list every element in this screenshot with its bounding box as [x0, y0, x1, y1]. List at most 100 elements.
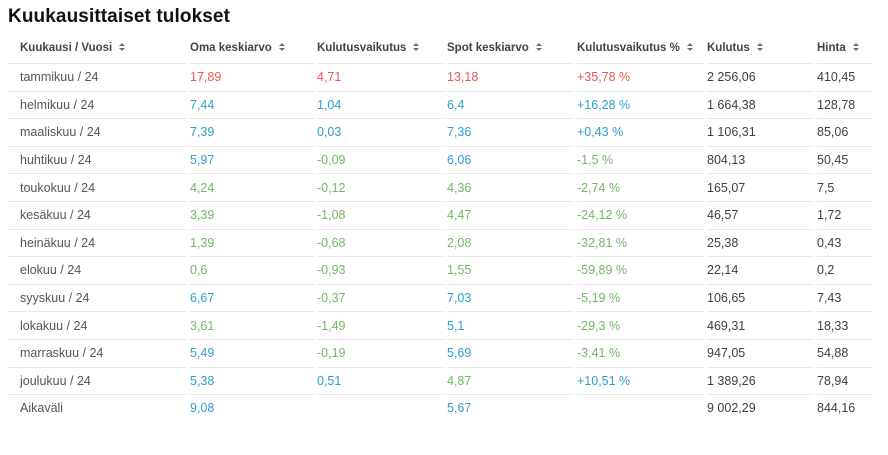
value-cell: 4,24	[190, 173, 314, 201]
month-cell: toukokuu / 24	[8, 173, 187, 201]
column-header-label: Spot keskiarvo	[447, 42, 529, 54]
value-cell: -0,19	[317, 338, 444, 367]
value-cell: 128,78	[817, 90, 872, 119]
value-cell: 5,67	[447, 394, 574, 422]
sort-icon	[535, 42, 542, 51]
table-row: syyskuu / 24 6,67 -0,37 7,03 -5,19 % 106,65 7,…	[8, 283, 872, 312]
month-cell: Aikaväli	[8, 394, 187, 422]
value-cell: -5,19 %	[577, 283, 704, 312]
value-cell: -0,12	[317, 173, 444, 201]
value-cell: 9 002,29	[707, 394, 814, 422]
column-header-2[interactable]: Oma keskiarvo	[190, 29, 314, 63]
value-cell: 3,61	[190, 311, 314, 339]
value-cell: 5,38	[190, 366, 314, 395]
value-cell: 17,89	[190, 63, 314, 91]
value-cell: 7,36	[447, 118, 574, 146]
page-title: Kuukausittaiset tulokset	[8, 6, 231, 27]
value-cell: 2,08	[447, 228, 574, 257]
column-header-label: Kuukausi / Vuosi	[20, 42, 113, 54]
column-header-7[interactable]: Hinta	[817, 29, 872, 63]
value-cell: 25,38	[707, 228, 814, 257]
value-cell: -0,37	[317, 283, 444, 312]
value-cell: 6,06	[447, 145, 574, 174]
value-cell: 165,07	[707, 173, 814, 201]
month-cell: marraskuu / 24	[8, 338, 187, 367]
value-cell: -0,93	[317, 256, 444, 284]
sort-icon	[278, 42, 285, 51]
value-cell: 4,47	[447, 200, 574, 229]
value-cell	[317, 394, 444, 422]
value-cell: 1,55	[447, 256, 574, 284]
value-cell: -29,3 %	[577, 311, 704, 339]
month-cell: helmikuu / 24	[8, 90, 187, 119]
sort-icon	[852, 42, 859, 51]
value-cell: 2 256,06	[707, 63, 814, 91]
value-cell: 5,69	[447, 338, 574, 367]
table-row: helmikuu / 24 7,44 1,04 6,4 +16,28 % 1 664,38…	[8, 90, 872, 119]
month-cell: syyskuu / 24	[8, 283, 187, 312]
value-cell: 0,51	[317, 366, 444, 395]
value-cell: 13,18	[447, 63, 574, 91]
column-header-label: Kulutus	[707, 42, 750, 54]
value-cell: 5,1	[447, 311, 574, 339]
value-cell: +35,78 %	[577, 63, 704, 91]
table-body: tammikuu / 24 17,89 4,71 13,18 +35,78 % 2 256…	[8, 63, 872, 422]
value-cell: 0,03	[317, 118, 444, 146]
sort-icon	[756, 42, 763, 51]
column-header-5[interactable]: Kulutusvaikutus %	[577, 29, 704, 63]
value-cell: 1,72	[817, 200, 872, 229]
value-cell: +10,51 %	[577, 366, 704, 395]
value-cell: -1,49	[317, 311, 444, 339]
table-row: lokakuu / 24 3,61 -1,49 5,1 -29,3 % 469,31 18,…	[8, 311, 872, 339]
value-cell: 7,03	[447, 283, 574, 312]
value-cell: 947,05	[707, 338, 814, 367]
sort-icon	[119, 42, 126, 51]
value-cell: 50,45	[817, 145, 872, 174]
value-cell: 7,5	[817, 173, 872, 201]
table-row: Aikaväli 9,08 5,67 9 002,29 844,16	[8, 394, 872, 422]
value-cell: 18,33	[817, 311, 872, 339]
value-cell: 6,4	[447, 90, 574, 119]
column-header-label: Oma keskiarvo	[190, 42, 272, 54]
value-cell: 1,04	[317, 90, 444, 119]
value-cell: 5,97	[190, 145, 314, 174]
value-cell: -1,5 %	[577, 145, 704, 174]
sort-icon	[686, 42, 693, 51]
table-row: toukokuu / 24 4,24 -0,12 4,36 -2,74 % 165,07 7…	[8, 173, 872, 201]
value-cell: 6,67	[190, 283, 314, 312]
value-cell: +0,43 %	[577, 118, 704, 146]
month-cell: joulukuu / 24	[8, 366, 187, 395]
column-header-label: Hinta	[817, 42, 846, 54]
sort-icon	[413, 42, 420, 51]
value-cell: 804,13	[707, 145, 814, 174]
table-row: heinäkuu / 24 1,39 -0,68 2,08 -32,81 % 25,38 0…	[8, 228, 872, 257]
column-header-3[interactable]: Kulutusvaikutus	[317, 29, 444, 63]
table-row: joulukuu / 24 5,38 0,51 4,87 +10,51 % 1 389,2…	[8, 366, 872, 395]
value-cell: -1,08	[317, 200, 444, 229]
month-cell: heinäkuu / 24	[8, 228, 187, 257]
value-cell: 1 106,31	[707, 118, 814, 146]
value-cell: 78,94	[817, 366, 872, 395]
value-cell	[577, 394, 704, 422]
column-header-1[interactable]: Kuukausi / Vuosi	[8, 29, 187, 63]
value-cell: 469,31	[707, 311, 814, 339]
value-cell: 4,87	[447, 366, 574, 395]
month-cell: tammikuu / 24	[8, 63, 187, 91]
column-header-6[interactable]: Kulutus	[707, 29, 814, 63]
value-cell: 9,08	[190, 394, 314, 422]
value-cell: -3,41 %	[577, 338, 704, 367]
month-cell: elokuu / 24	[8, 256, 187, 284]
value-cell: 410,45	[817, 63, 872, 91]
table-header-row: Kuukausi / Vuosi Oma keskiarvo Kulutusvaik…	[8, 29, 872, 63]
value-cell: 0,2	[817, 256, 872, 284]
column-header-label: Kulutusvaikutus %	[577, 42, 680, 54]
results-table: Kuukausi / Vuosi Oma keskiarvo Kulutusvaik…	[5, 29, 875, 422]
table-row: huhtikuu / 24 5,97 -0,09 6,06 -1,5 % 804,13 50…	[8, 145, 872, 174]
value-cell: 22,14	[707, 256, 814, 284]
month-cell: huhtikuu / 24	[8, 145, 187, 174]
column-header-4[interactable]: Spot keskiarvo	[447, 29, 574, 63]
value-cell: 0,6	[190, 256, 314, 284]
month-cell: lokakuu / 24	[8, 311, 187, 339]
value-cell: +16,28 %	[577, 90, 704, 119]
value-cell: 7,44	[190, 90, 314, 119]
